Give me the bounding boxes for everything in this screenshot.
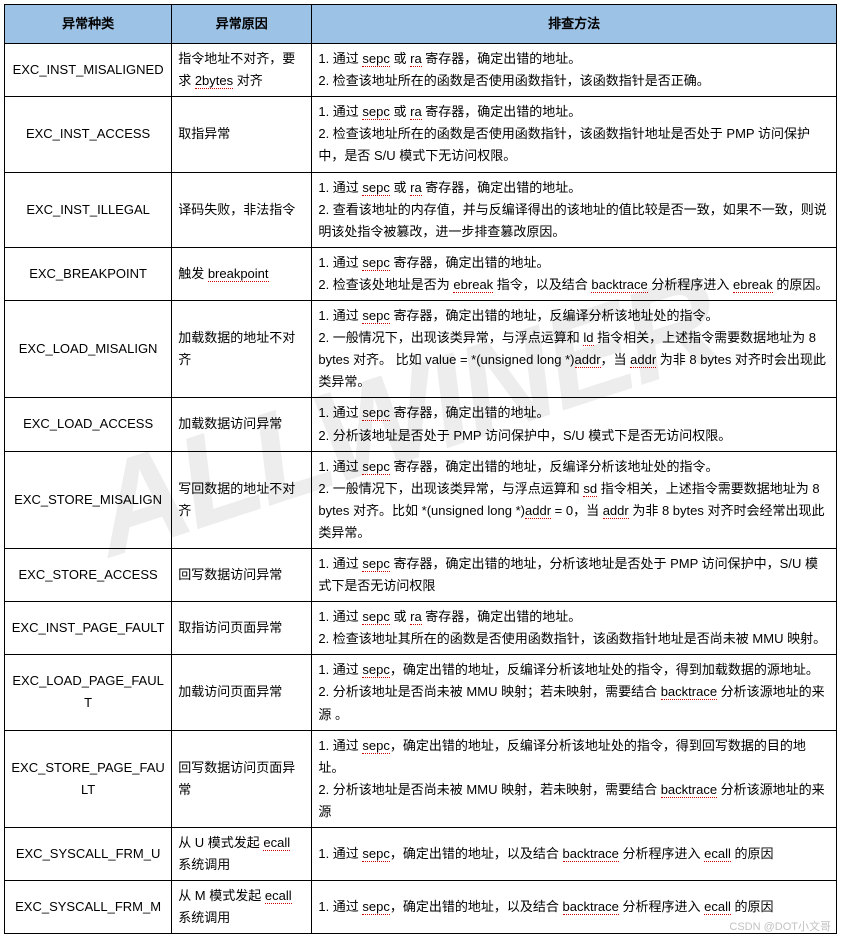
exception-reason: 译码失败，非法指令 [172,172,312,247]
table-row: EXC_SYSCALL_FRM_U从 U 模式发起 ecall 系统调用1. 通… [5,828,837,881]
table-row: EXC_INST_MISALIGNED指令地址不对齐，要求 2bytes 对齐1… [5,44,837,97]
exception-method: 1. 通过 sepc，确定出错的地址，以及结合 backtrace 分析程序进入… [312,828,837,881]
exception-type: EXC_STORE_MISALIGN [5,451,172,548]
exception-type: EXC_LOAD_PAGE_FAULT [5,655,172,730]
header-row: 异常种类 异常原因 排查方法 [5,5,837,44]
exception-type: EXC_BREAKPOINT [5,247,172,300]
table-row: EXC_STORE_PAGE_FAULT回写数据访问页面异常1. 通过 sepc… [5,730,837,827]
table-row: EXC_LOAD_PAGE_FAULT加载访问页面异常1. 通过 sepc，确定… [5,655,837,730]
header-type: 异常种类 [5,5,172,44]
footer-watermark: CSDN @DOT小文哥 [729,918,831,934]
exception-method: 1. 通过 sepc 寄存器，确定出错的地址，反编译分析该地址处的指令。2. 一… [312,301,837,398]
table-row: EXC_LOAD_MISALIGN加载数据的地址不对齐1. 通过 sepc 寄存… [5,301,837,398]
exception-reason: 从 M 模式发起 ecall 系统调用 [172,881,312,934]
table-row: EXC_STORE_MISALIGN写回数据的地址不对齐1. 通过 sepc 寄… [5,451,837,548]
exception-type: EXC_INST_ACCESS [5,97,172,172]
exception-method: 1. 通过 sepc 或 ra 寄存器，确定出错的地址。2. 检查该地址所在的函… [312,97,837,172]
exception-reason: 触发 breakpoint [172,247,312,300]
exception-type: EXC_LOAD_ACCESS [5,398,172,451]
table-row: EXC_INST_ACCESS取指异常1. 通过 sepc 或 ra 寄存器，确… [5,97,837,172]
exception-reason: 加载访问页面异常 [172,655,312,730]
table-row: EXC_BREAKPOINT触发 breakpoint1. 通过 sepc 寄存… [5,247,837,300]
exception-reason: 写回数据的地址不对齐 [172,451,312,548]
exception-reason: 取指访问页面异常 [172,602,312,655]
exception-method: 1. 通过 sepc 寄存器，确定出错的地址，反编译分析该地址处的指令。2. 一… [312,451,837,548]
exception-type: EXC_SYSCALL_FRM_M [5,881,172,934]
exception-reason: 加载数据的地址不对齐 [172,301,312,398]
table-row: EXC_STORE_ACCESS回写数据访问异常1. 通过 sepc 寄存器，确… [5,548,837,601]
exception-reason: 从 U 模式发起 ecall 系统调用 [172,828,312,881]
table-row: EXC_INST_ILLEGAL译码失败，非法指令1. 通过 sepc 或 ra… [5,172,837,247]
exception-type: EXC_INST_PAGE_FAULT [5,602,172,655]
exception-reason: 加载数据访问异常 [172,398,312,451]
header-reason: 异常原因 [172,5,312,44]
exception-reason: 指令地址不对齐，要求 2bytes 对齐 [172,44,312,97]
exception-method: 1. 通过 sepc 寄存器，确定出错的地址。2. 分析该地址是否处于 PMP … [312,398,837,451]
exception-method: 1. 通过 sepc 寄存器，确定出错的地址。2. 检查该处地址是否为 ebre… [312,247,837,300]
exception-type: EXC_SYSCALL_FRM_U [5,828,172,881]
exception-table: 异常种类 异常原因 排查方法 EXC_INST_MISALIGNED指令地址不对… [4,4,837,934]
exception-reason: 回写数据访问异常 [172,548,312,601]
exception-method: 1. 通过 sepc，确定出错的地址，反编译分析该地址处的指令，得到加载数据的源… [312,655,837,730]
exception-method: 1. 通过 sepc 寄存器，确定出错的地址，分析该地址是否处于 PMP 访问保… [312,548,837,601]
exception-method: 1. 通过 sepc 或 ra 寄存器，确定出错的地址。2. 检查该地址其所在的… [312,602,837,655]
table-row: EXC_INST_PAGE_FAULT取指访问页面异常1. 通过 sepc 或 … [5,602,837,655]
table-row: EXC_SYSCALL_FRM_M从 M 模式发起 ecall 系统调用1. 通… [5,881,837,934]
exception-type: EXC_STORE_PAGE_FAULT [5,730,172,827]
exception-method: 1. 通过 sepc 或 ra 寄存器，确定出错的地址。2. 查看该地址的内存值… [312,172,837,247]
exception-type: EXC_INST_ILLEGAL [5,172,172,247]
exception-method: 1. 通过 sepc 或 ra 寄存器，确定出错的地址。2. 检查该地址所在的函… [312,44,837,97]
exception-method: 1. 通过 sepc，确定出错的地址，反编译分析该地址处的指令，得到回写数据的目… [312,730,837,827]
exception-type: EXC_LOAD_MISALIGN [5,301,172,398]
table-row: EXC_LOAD_ACCESS加载数据访问异常1. 通过 sepc 寄存器，确定… [5,398,837,451]
exception-type: EXC_STORE_ACCESS [5,548,172,601]
exception-reason: 取指异常 [172,97,312,172]
exception-type: EXC_INST_MISALIGNED [5,44,172,97]
exception-reason: 回写数据访问页面异常 [172,730,312,827]
header-method: 排查方法 [312,5,837,44]
